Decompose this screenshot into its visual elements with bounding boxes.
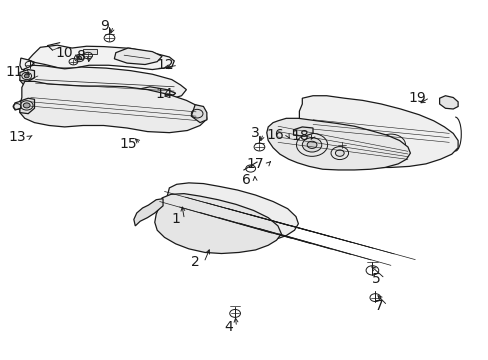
Circle shape	[24, 74, 29, 78]
Text: 16: 16	[265, 128, 283, 142]
Polygon shape	[20, 81, 206, 133]
Polygon shape	[134, 199, 163, 226]
Polygon shape	[439, 96, 457, 109]
Text: 17: 17	[246, 157, 264, 171]
Text: 13: 13	[8, 130, 26, 144]
FancyBboxPatch shape	[83, 49, 97, 54]
Circle shape	[335, 150, 344, 156]
Polygon shape	[293, 127, 312, 136]
Text: 8: 8	[77, 49, 85, 63]
Polygon shape	[266, 118, 409, 170]
Polygon shape	[155, 194, 281, 253]
Polygon shape	[158, 183, 298, 246]
Text: 9: 9	[101, 19, 109, 33]
Polygon shape	[20, 65, 186, 99]
Circle shape	[306, 141, 316, 148]
Polygon shape	[20, 69, 35, 81]
Text: 3: 3	[250, 126, 259, 140]
Circle shape	[382, 138, 399, 151]
Circle shape	[23, 103, 30, 108]
Polygon shape	[114, 48, 162, 64]
Text: 7: 7	[374, 298, 383, 312]
Text: 19: 19	[407, 90, 425, 104]
Text: 14: 14	[155, 87, 172, 101]
Polygon shape	[28, 45, 174, 69]
Circle shape	[77, 56, 81, 60]
Text: 18: 18	[291, 129, 308, 143]
Circle shape	[302, 138, 321, 152]
Circle shape	[143, 92, 149, 96]
Text: 1: 1	[171, 212, 180, 226]
Polygon shape	[299, 96, 457, 167]
Text: 11: 11	[5, 66, 23, 80]
Polygon shape	[191, 105, 206, 123]
Text: 15: 15	[119, 137, 137, 151]
Text: 10: 10	[56, 46, 73, 60]
Polygon shape	[14, 101, 21, 110]
Text: 4: 4	[224, 320, 232, 334]
Text: 5: 5	[372, 271, 381, 285]
Polygon shape	[20, 58, 35, 69]
Text: 2: 2	[191, 256, 200, 270]
Text: 12: 12	[156, 58, 174, 72]
Polygon shape	[129, 87, 175, 100]
Text: 6: 6	[242, 173, 251, 187]
Polygon shape	[20, 98, 35, 114]
